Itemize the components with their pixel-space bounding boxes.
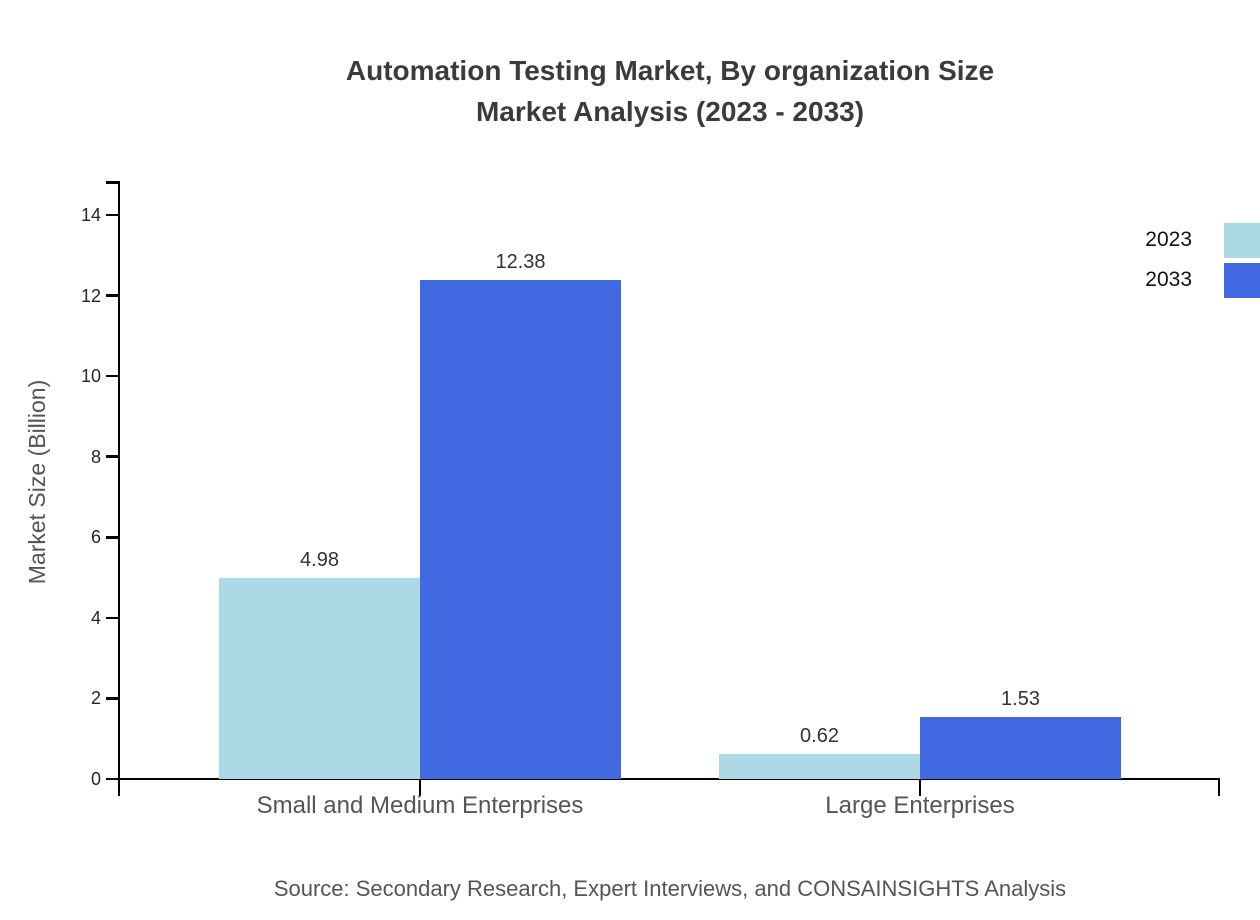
legend-label-2033: 2033 bbox=[1145, 268, 1192, 291]
y-tick-label: 2 bbox=[90, 688, 101, 709]
x-tick bbox=[918, 779, 922, 796]
bar-2033-sme bbox=[420, 280, 621, 779]
category-label: Large Enterprises bbox=[825, 792, 1015, 819]
y-tick bbox=[106, 294, 119, 297]
bar-2023-large bbox=[719, 754, 920, 779]
y-axis bbox=[117, 181, 121, 796]
y-tick-label: 0 bbox=[90, 769, 101, 789]
y-tick bbox=[106, 536, 119, 539]
x-axis bbox=[117, 777, 1220, 781]
y-tick bbox=[106, 777, 119, 781]
bar-2033-large bbox=[920, 717, 1121, 779]
chart-title-line1: Automation Testing Market, By organizati… bbox=[345, 55, 995, 86]
source-text: Source: Secondary Research, Expert Inter… bbox=[273, 876, 1067, 901]
y-tick-label: 4 bbox=[90, 607, 101, 628]
y-tick bbox=[106, 616, 119, 620]
legend-swatch-2023-icon bbox=[1224, 222, 1260, 258]
y-tick bbox=[106, 213, 119, 217]
value-label: 0.62 bbox=[800, 725, 839, 748]
x-tick bbox=[418, 779, 422, 796]
legend-label-2023: 2023 bbox=[1145, 228, 1192, 251]
y-tick-label: 12 bbox=[80, 285, 101, 306]
y-tick-label: 8 bbox=[90, 446, 101, 467]
chart-title: Automation Testing Market, By organizati… bbox=[120, 50, 1220, 132]
value-label: 1.53 bbox=[1001, 688, 1040, 711]
y-tick-label: 6 bbox=[90, 527, 101, 548]
y-axis-end-cap bbox=[106, 181, 119, 184]
value-label: 12.38 bbox=[495, 251, 546, 274]
legend-item-2023: 2023 bbox=[1145, 221, 1260, 259]
value-label: 4.98 bbox=[300, 549, 339, 572]
chart-title-line2: Market Analysis (2023 - 2033) bbox=[475, 96, 865, 127]
legend-swatch-2033-icon bbox=[1224, 262, 1260, 298]
category-label: Small and Medium Enterprises bbox=[256, 792, 584, 819]
y-tick-label: 10 bbox=[80, 366, 101, 387]
legend-item-2033: 2033 bbox=[1145, 261, 1260, 299]
bar-2023-sme bbox=[219, 578, 420, 779]
y-tick bbox=[106, 455, 119, 458]
y-tick bbox=[106, 697, 119, 700]
y-tick bbox=[106, 374, 119, 378]
x-axis-end-cap bbox=[1217, 779, 1220, 796]
y-tick-label: 14 bbox=[80, 205, 101, 225]
legend: 2023 2033 bbox=[1145, 221, 1260, 301]
